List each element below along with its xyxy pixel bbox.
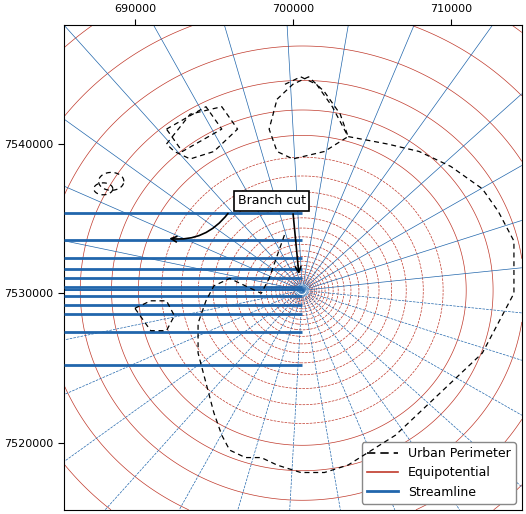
Text: Branch cut: Branch cut [238,194,306,207]
Legend: Urban Perimeter, Equipotential, Streamline: Urban Perimeter, Equipotential, Streamli… [361,442,515,504]
